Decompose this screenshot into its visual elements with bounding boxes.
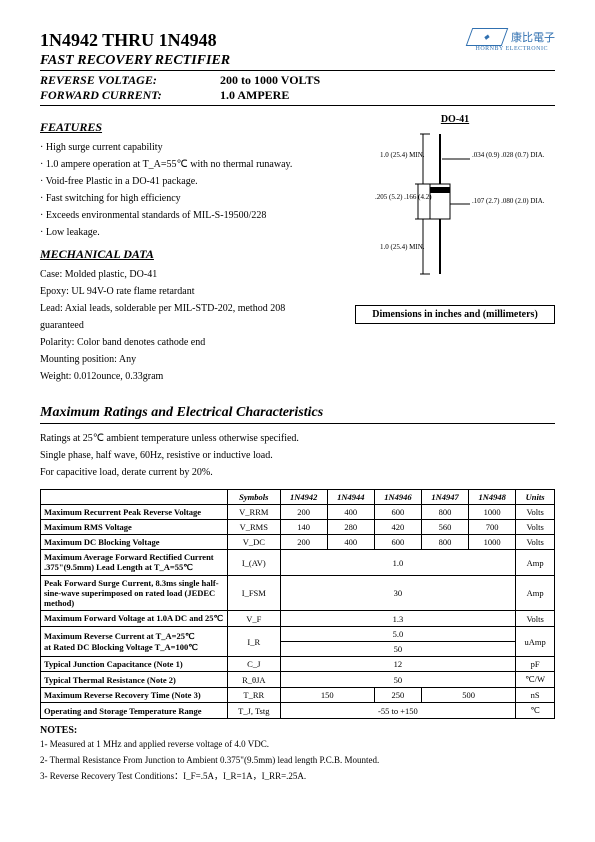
brand-logo: ◆ 康比電子 HORNBY ELECTRONIC: [469, 28, 556, 52]
mech-line: Lead: Axial leads, solderable per MIL-ST…: [40, 300, 325, 334]
ratings-note: Single phase, half wave, 60Hz, resistive…: [40, 447, 555, 464]
table-row: Maximum Reverse Current at T_A=25℃ at Ra…: [41, 627, 555, 642]
svg-text:.205 (5.2) .166 (4.2): .205 (5.2) .166 (4.2): [375, 193, 432, 201]
table-row: Maximum Forward Voltage at 1.0A DC and 2…: [41, 611, 555, 627]
table-row: Maximum Reverse Recovery Time (Note 3)T_…: [41, 688, 555, 703]
logo-text-cn: 康比電子: [511, 32, 555, 44]
table-row: Maximum Recurrent Peak Reverse VoltageV_…: [41, 505, 555, 520]
feature-item: · Fast switching for high efficiency: [40, 190, 325, 207]
reverse-voltage-value: 200 to 1000 VOLTS: [220, 73, 320, 88]
ratings-table: Symbols 1N4942 1N4944 1N4946 1N4947 1N49…: [40, 489, 555, 719]
reverse-voltage-label: REVERSE VOLTAGE:: [40, 73, 220, 88]
forward-current-value: 1.0 AMPERE: [220, 88, 289, 103]
table-row: Maximum RMS VoltageV_RMS140280420560700V…: [41, 520, 555, 535]
feature-item: · Low leakage.: [40, 224, 325, 241]
mech-line: Weight: 0.012ounce, 0.33gram: [40, 368, 325, 385]
dimension-caption: Dimensions in inches and (millimeters): [355, 305, 555, 324]
mechanical-heading: MECHANICAL DATA: [40, 247, 325, 262]
table-row: Maximum DC Blocking VoltageV_DC200400600…: [41, 535, 555, 550]
feature-item: · Void-free Plastic in a DO-41 package.: [40, 173, 325, 190]
mech-line: Case: Molded plastic, DO-41: [40, 266, 325, 283]
table-row: Typical Thermal Resistance (Note 2)R_θJA…: [41, 672, 555, 688]
table-row: Typical Junction Capacitance (Note 1)C_J…: [41, 657, 555, 672]
ratings-heading: Maximum Ratings and Electrical Character…: [40, 405, 555, 424]
svg-text:.107 (2.7) .080 (2.0) DIA.: .107 (2.7) .080 (2.0) DIA.: [472, 197, 545, 205]
mech-line: Polarity: Color band denotes cathode end: [40, 334, 325, 351]
note-line: 3- Reverse Recovery Test Conditions：I_F=…: [40, 768, 555, 784]
logo-text-en: HORNBY ELECTRONIC: [469, 46, 556, 52]
feature-item: · High surge current capability: [40, 139, 325, 156]
ratings-note: For capacitive load, derate current by 2…: [40, 464, 555, 481]
table-header-row: Symbols 1N4942 1N4944 1N4946 1N4947 1N49…: [41, 490, 555, 505]
feature-item: · 1.0 ampere operation at T_A=55℃ with n…: [40, 156, 325, 173]
package-label: DO-41: [355, 114, 555, 125]
ratings-note: Ratings at 25℃ ambient temperature unles…: [40, 430, 555, 447]
mech-line: Mounting position: Any: [40, 351, 325, 368]
features-heading: FEATURES: [40, 120, 325, 135]
note-line: 1- Measured at 1 MHz and applied reverse…: [40, 736, 555, 752]
svg-text:.034 (0.9) .028 (0.7) DIA.: .034 (0.9) .028 (0.7) DIA.: [472, 151, 545, 159]
table-row: Peak Forward Surge Current, 8.3ms single…: [41, 576, 555, 611]
note-line: 2- Thermal Resistance From Junction to A…: [40, 752, 555, 768]
notes-heading: NOTES:: [40, 725, 555, 736]
svg-text:1.0 (25.4) MIN.: 1.0 (25.4) MIN.: [380, 151, 425, 159]
table-row: Operating and Storage Temperature RangeT…: [41, 703, 555, 719]
page-subtitle: FAST RECOVERY RECTIFIER: [40, 53, 555, 71]
svg-text:1.0 (25.4) MIN.: 1.0 (25.4) MIN.: [380, 243, 425, 251]
forward-current-label: FORWARD CURRENT:: [40, 88, 220, 103]
feature-item: · Exceeds environmental standards of MIL…: [40, 207, 325, 224]
mech-line: Epoxy: UL 94V-O rate flame retardant: [40, 283, 325, 300]
package-diagram: 1.0 (25.4) MIN. .205 (5.2) .166 (4.2) 1.…: [360, 129, 550, 299]
table-row: Maximum Average Forward Rectified Curren…: [41, 550, 555, 576]
